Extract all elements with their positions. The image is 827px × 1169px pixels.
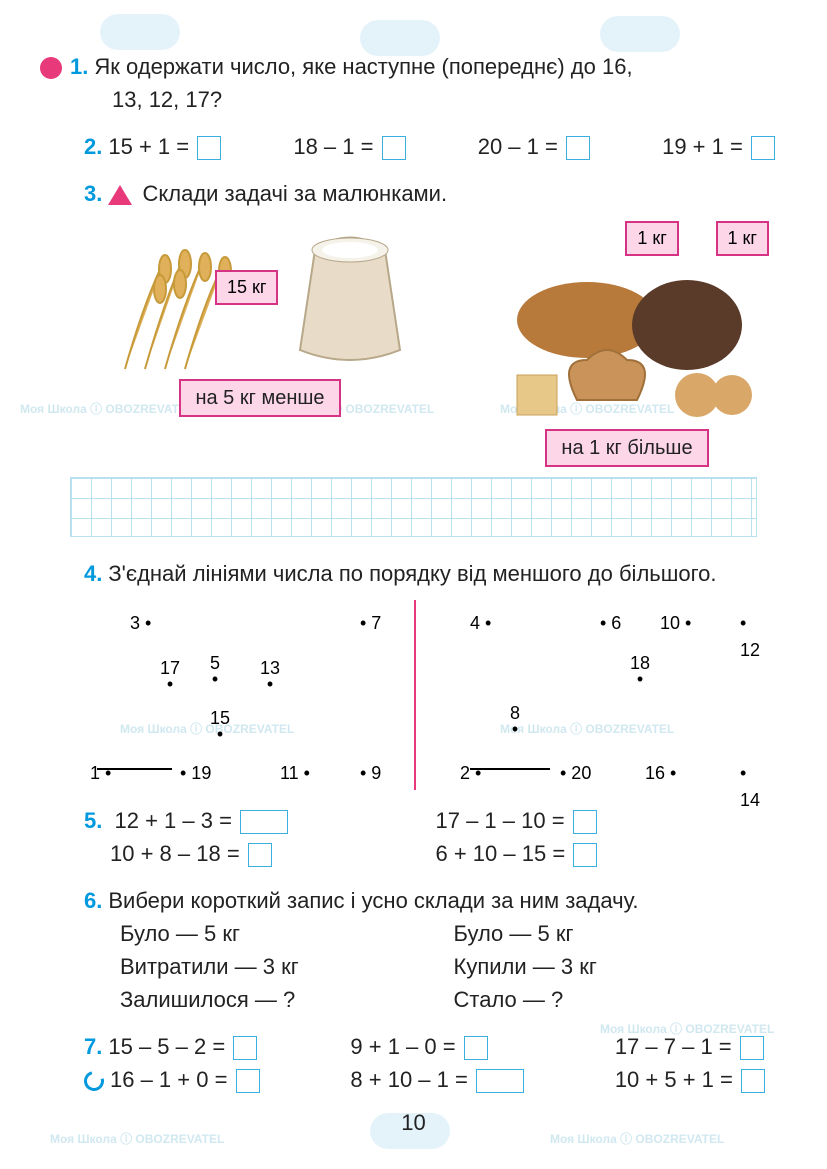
task-7: 7.15 – 5 – 2 = 16 – 1 + 0 = 9 + 1 – 0 = … [40,1030,787,1096]
number-dot[interactable]: 3 • [130,610,151,637]
task-3: 3. Склади задачі за малюнками. 15 кг [40,177,787,537]
eq: 9 + 1 – 0 = [350,1034,455,1059]
eq: 8 + 10 – 1 = [350,1067,467,1092]
eq: 12 + 1 – 3 = [114,808,231,833]
sack-weight-label: 15 кг [215,270,278,305]
number-dot[interactable]: • 9 [360,760,381,787]
left-image-panel: 15 кг на 5 кг менше [80,220,440,467]
bread-weight-label-2: 1 кг [716,221,769,256]
number-dot[interactable]: 16 • [645,760,676,787]
number-dot[interactable]: 15• [210,710,230,742]
eq: 10 + 8 – 18 = [110,841,240,866]
connecting-line [470,768,550,770]
answer-box[interactable] [233,1036,257,1060]
left-caption: на 5 кг менше [179,379,340,417]
number-dot[interactable]: 17• [160,660,180,692]
task6-text: Вибери короткий запис і усно склади за н… [108,888,638,913]
eq: 20 – 1 = [478,134,558,159]
number-dot[interactable]: 2 • [460,760,481,787]
number-dot[interactable]: 18• [630,655,650,687]
task-num: 6. [84,888,102,913]
connecting-line [97,768,172,770]
divider-line [414,600,416,790]
number-dot[interactable]: 11 • [280,760,310,787]
right-caption: на 1 кг більше [545,429,708,467]
task6-right-3: Стало — ? [454,983,788,1016]
task-6: 6.Вибери короткий запис і усно склади за… [40,884,787,1016]
task4-text: З'єднай лініями числа по порядку від мен… [108,561,716,586]
task-num: 2. [84,134,102,159]
number-dot[interactable]: 1 • [90,760,111,787]
task-num: 7. [84,1034,102,1059]
answer-box[interactable] [382,136,406,160]
task3-text: Склади задачі за малюнками. [142,181,447,206]
refresh-icon [80,1068,107,1095]
eq: 17 – 1 – 10 = [436,808,565,833]
number-dot[interactable]: • 6 [600,610,621,637]
cloud-deco [100,14,180,50]
task6-left-2: Витратили — 3 кг [120,950,454,983]
task-5: 5. 12 + 1 – 3 = 10 + 8 – 18 = 17 – 1 – 1… [40,804,787,870]
number-dot[interactable]: • 20 [560,760,591,787]
task6-right-2: Купили — 3 кг [454,950,788,983]
writing-grid[interactable] [70,477,757,537]
number-dot[interactable]: 5• [210,655,220,687]
eq: 15 – 5 – 2 = [108,1034,225,1059]
answer-box[interactable] [464,1036,488,1060]
number-dot[interactable]: • 19 [180,760,211,787]
eq: 18 – 1 = [293,134,373,159]
bread-weight-label-1: 1 кг [625,221,678,256]
number-dot[interactable]: • 7 [360,610,381,637]
answer-box[interactable] [573,810,597,834]
task1-text1: Як одержати число, яке наступне (поперед… [94,54,632,79]
answer-box[interactable] [566,136,590,160]
number-dot[interactable]: 13• [260,660,280,692]
task-num: 5. [84,808,102,833]
number-dot[interactable]: • 14 [740,760,760,814]
task6-left-1: Було — 5 кг [120,917,454,950]
number-dot[interactable]: • 12 [740,610,760,664]
eq: 16 – 1 + 0 = [110,1067,227,1092]
cloud-deco [600,16,680,52]
wheat-icon [105,239,285,379]
answer-box[interactable] [741,1069,765,1093]
task6-right-1: Було — 5 кг [454,917,788,950]
task-num: 4. [84,561,102,586]
task-num: 3. [84,181,102,206]
right-image-panel: 1 кг 1 кг на 1 кг більше [467,220,787,467]
task-4: 4.З'єднай лініями числа по порядку від м… [40,557,787,790]
sack-icon [285,220,415,370]
task1-text2: 13, 12, 17? [40,83,787,116]
task-2: 2.15 + 1 = 18 – 1 = 20 – 1 = 19 + 1 = [40,130,787,163]
bullet-triangle-icon [108,185,132,205]
eq: 17 – 7 – 1 = [615,1034,732,1059]
cloud-deco [360,20,440,56]
bullet-circle-icon [40,57,62,79]
eq: 10 + 5 + 1 = [615,1067,733,1092]
task6-left-3: Залишилося — ? [120,983,454,1016]
answer-box[interactable] [236,1069,260,1093]
task-1: 1.Як одержати число, яке наступне (попер… [40,50,787,116]
connect-dots-area[interactable]: 3 • • 7 17• 5• 13• 15• 1 • • 19 11 • • 9 4 • • 6 10 … [70,600,757,790]
number-dot[interactable]: 4 • [470,610,491,637]
bread-icon [497,260,757,420]
number-dot[interactable]: 8• [510,705,520,737]
eq: 6 + 10 – 15 = [436,841,566,866]
page-number: 10 [40,1110,787,1136]
answer-box[interactable] [197,136,221,160]
answer-box[interactable] [573,843,597,867]
eq: 15 + 1 = [108,134,189,159]
number-dot[interactable]: 10 • [660,610,691,637]
answer-box[interactable] [740,1036,764,1060]
task-num: 1. [70,54,88,79]
answer-box[interactable] [240,810,288,834]
answer-box[interactable] [476,1069,524,1093]
eq: 19 + 1 = [662,134,743,159]
answer-box[interactable] [751,136,775,160]
answer-box[interactable] [248,843,272,867]
